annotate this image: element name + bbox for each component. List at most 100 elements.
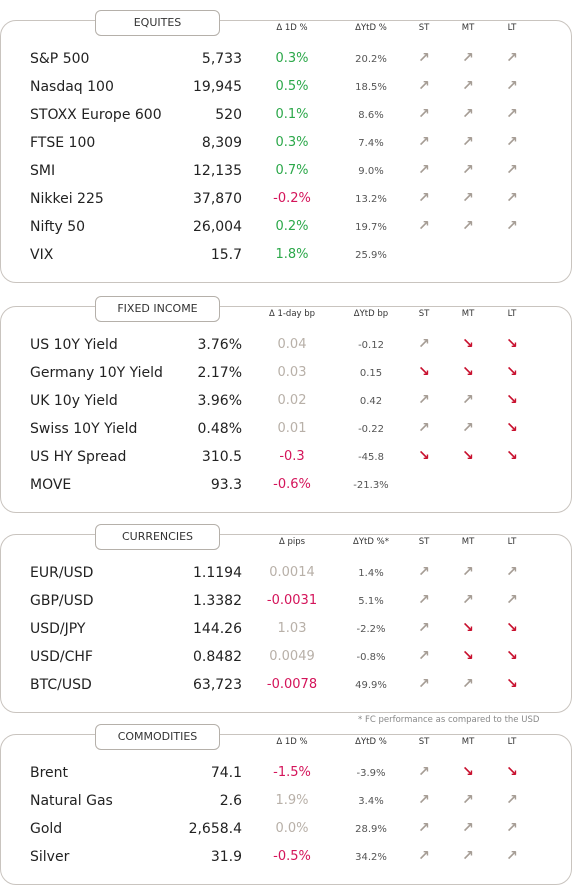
row-value: 5,733 xyxy=(201,51,242,67)
row-ytd: 7.4% xyxy=(358,138,384,149)
row-name: S&P 500 xyxy=(30,51,90,67)
row-value: 2,658.4 xyxy=(188,821,242,837)
row-value: 1.3382 xyxy=(193,593,242,609)
row-value: 8,309 xyxy=(201,135,242,151)
column-header: ΔYtD % xyxy=(355,23,387,33)
trend-arrow: ↗ xyxy=(462,50,474,66)
row-name: US HY Spread xyxy=(30,449,127,465)
row-value: 31.9 xyxy=(210,849,242,865)
trend-arrow: ↘ xyxy=(506,648,518,664)
row-name: Silver xyxy=(30,849,70,865)
row-value: 144.26 xyxy=(193,621,242,637)
trend-arrow: ↘ xyxy=(462,648,474,664)
row-change: 0.0% xyxy=(275,821,309,836)
section-title: CURRENCIES xyxy=(95,524,220,550)
trend-arrow: ↗ xyxy=(418,218,430,234)
row-value: 310.5 xyxy=(201,449,242,465)
row-name: Gold xyxy=(30,821,63,837)
trend-arrow: ↗ xyxy=(462,162,474,178)
trend-arrow: ↗ xyxy=(418,134,430,150)
row-name: GBP/USD xyxy=(30,593,94,609)
trend-arrow: ↘ xyxy=(462,336,474,352)
trend-arrow: ↗ xyxy=(418,764,430,780)
trend-arrow: ↘ xyxy=(506,336,518,352)
trend-arrow: ↗ xyxy=(462,106,474,122)
trend-arrow: ↘ xyxy=(462,364,474,380)
trend-arrow: ↗ xyxy=(506,106,518,122)
column-header: LT xyxy=(507,537,517,547)
trend-arrow: ↘ xyxy=(506,364,518,380)
row-value: 2.17% xyxy=(197,365,242,381)
footnote: * FC performance as compared to the USD xyxy=(358,715,540,725)
trend-arrow: ↗ xyxy=(418,106,430,122)
trend-arrow: ↘ xyxy=(506,392,518,408)
column-header: ST xyxy=(418,309,430,319)
row-name: MOVE xyxy=(30,477,72,493)
row-ytd: 9.0% xyxy=(358,166,384,177)
column-header: Δ 1D % xyxy=(276,23,308,33)
row-name: UK 10y Yield xyxy=(30,393,118,409)
trend-arrow: ↘ xyxy=(506,448,518,464)
column-header: ST xyxy=(418,737,430,747)
row-name: Germany 10Y Yield xyxy=(30,365,163,381)
row-name: USD/CHF xyxy=(30,649,93,665)
row-change: 0.03 xyxy=(277,365,307,380)
trend-arrow: ↗ xyxy=(418,336,430,352)
trend-arrow: ↗ xyxy=(462,820,474,836)
trend-arrow: ↘ xyxy=(506,620,518,636)
row-ytd: 19.7% xyxy=(355,222,387,233)
row-ytd: 5.1% xyxy=(358,596,384,607)
row-change: 0.5% xyxy=(275,79,309,94)
row-ytd: -3.9% xyxy=(356,768,386,779)
trend-arrow: ↗ xyxy=(506,218,518,234)
trend-arrow: ↘ xyxy=(462,620,474,636)
section-box xyxy=(0,534,572,713)
row-ytd: 3.4% xyxy=(358,796,384,807)
row-value: 3.96% xyxy=(197,393,242,409)
trend-arrow: ↗ xyxy=(506,134,518,150)
row-value: 12,135 xyxy=(193,163,242,179)
row-change: 0.04 xyxy=(277,337,307,352)
row-name: VIX xyxy=(30,247,54,263)
trend-arrow: ↗ xyxy=(418,620,430,636)
trend-arrow: ↗ xyxy=(462,592,474,608)
trend-arrow: ↗ xyxy=(418,190,430,206)
trend-arrow: ↗ xyxy=(462,134,474,150)
row-change: 1.03 xyxy=(277,621,307,636)
column-header: LT xyxy=(507,309,517,319)
trend-arrow: ↘ xyxy=(462,764,474,780)
row-name: Nifty 50 xyxy=(30,219,86,235)
row-value: 3.76% xyxy=(197,337,242,353)
row-name: Nasdaq 100 xyxy=(30,79,114,95)
row-ytd: 18.5% xyxy=(355,82,387,93)
row-value: 26,004 xyxy=(193,219,242,235)
row-value: 37,870 xyxy=(193,191,242,207)
row-change: -0.3 xyxy=(279,449,305,464)
column-header: ΔYtD % xyxy=(355,737,387,747)
row-value: 63,723 xyxy=(193,677,242,693)
row-value: 0.48% xyxy=(197,421,242,437)
column-header: MT xyxy=(461,23,475,33)
row-ytd: 34.2% xyxy=(355,852,387,863)
column-header: MT xyxy=(461,737,475,747)
row-ytd: -0.22 xyxy=(358,424,384,435)
row-change: -0.6% xyxy=(273,477,311,492)
row-value: 15.7 xyxy=(210,247,242,263)
trend-arrow: ↘ xyxy=(418,448,430,464)
row-change: -0.2% xyxy=(273,191,311,206)
trend-arrow: ↗ xyxy=(418,392,430,408)
row-change: 0.3% xyxy=(275,51,309,66)
row-ytd: -21.3% xyxy=(353,480,389,491)
trend-arrow: ↗ xyxy=(418,848,430,864)
row-ytd: -2.2% xyxy=(356,624,386,635)
column-header: ΔYtD %* xyxy=(353,537,389,547)
section-title: EQUITES xyxy=(95,10,220,36)
trend-arrow: ↗ xyxy=(462,78,474,94)
trend-arrow: ↗ xyxy=(418,592,430,608)
row-name: Natural Gas xyxy=(30,793,113,809)
row-value: 74.1 xyxy=(210,765,242,781)
trend-arrow: ↗ xyxy=(418,792,430,808)
row-ytd: -45.8 xyxy=(358,452,384,463)
row-ytd: -0.12 xyxy=(358,340,384,351)
column-header: Δ 1D % xyxy=(276,737,308,747)
